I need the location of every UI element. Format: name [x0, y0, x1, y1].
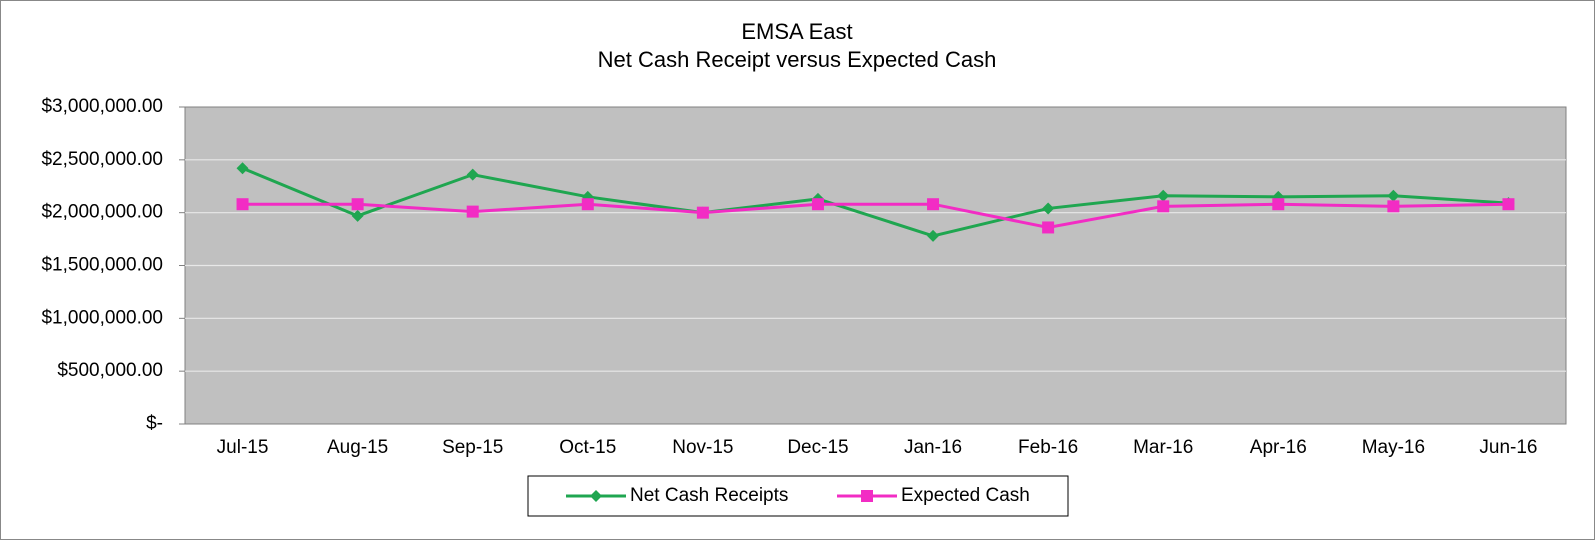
data-point — [696, 206, 709, 219]
data-point — [1502, 198, 1515, 211]
y-tick-label: $2,000,000.00 — [41, 202, 163, 223]
y-tick-label: $1,500,000.00 — [41, 255, 163, 276]
data-point — [466, 205, 479, 218]
x-tick-label: Aug-15 — [327, 437, 388, 458]
x-tick-label: Dec-15 — [787, 437, 848, 458]
data-point — [1387, 189, 1400, 202]
chart-title: EMSA East — [741, 19, 852, 44]
x-tick-label: Jul-15 — [217, 437, 269, 458]
data-point — [1387, 200, 1400, 213]
data-point — [236, 162, 249, 175]
x-tick-label: Jan-16 — [904, 437, 962, 458]
data-point — [466, 168, 479, 181]
y-tick-label: $500,000.00 — [57, 360, 163, 381]
y-tick-label: $- — [146, 413, 163, 434]
series-line — [241, 166, 1509, 238]
data-point — [351, 198, 364, 211]
x-tick-label: Jun-16 — [1479, 437, 1537, 458]
data-point — [811, 198, 824, 211]
y-tick-label: $2,500,000.00 — [41, 149, 163, 170]
series-line — [242, 202, 1509, 229]
x-tick-label: Nov-15 — [672, 437, 733, 458]
data-point — [1157, 200, 1170, 213]
y-tick-label: $3,000,000.00 — [41, 96, 163, 117]
x-tick-label: Oct-15 — [559, 437, 616, 458]
x-tick-label: Apr-16 — [1250, 437, 1307, 458]
y-tick-label: $1,000,000.00 — [41, 307, 163, 328]
data-point — [1157, 189, 1170, 202]
data-point — [927, 198, 940, 211]
legend-marker — [861, 490, 873, 502]
legend-label: Expected Cash — [901, 485, 1030, 506]
data-point — [1042, 202, 1055, 215]
data-point — [581, 198, 594, 211]
legend-label: Net Cash Receipts — [630, 485, 788, 506]
x-tick-label: May-16 — [1362, 437, 1425, 458]
x-tick-label: Feb-16 — [1018, 437, 1078, 458]
x-tick-label: Mar-16 — [1133, 437, 1193, 458]
data-point — [236, 198, 249, 211]
data-point — [1042, 221, 1055, 234]
data-point — [1272, 198, 1285, 211]
x-tick-label: Sep-15 — [442, 437, 503, 458]
legend-marker — [590, 490, 602, 502]
chart-subtitle: Net Cash Receipt versus Expected Cash — [598, 47, 997, 72]
data-point — [927, 229, 940, 242]
data-point — [351, 209, 364, 222]
